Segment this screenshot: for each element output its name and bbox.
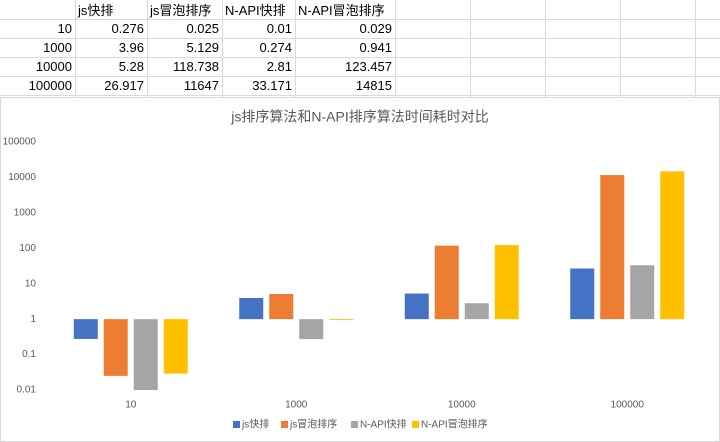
- header-cell: N-API冒泡排序: [298, 3, 385, 18]
- bar: [133, 319, 158, 390]
- cell: 118.738: [172, 59, 219, 74]
- legend-label: N-API快排: [360, 418, 407, 431]
- cell: 5.28: [118, 59, 144, 74]
- empty-cell: [0, 0, 75, 19]
- bar: [73, 319, 98, 339]
- y-tick-label: 0.01: [17, 385, 37, 396]
- cell: 0.276: [111, 21, 144, 36]
- x-tick-label: 10: [125, 400, 137, 411]
- bar: [660, 171, 685, 320]
- legend-label: js快排: [241, 418, 269, 431]
- table-row: 10 0.276 0.025 0.01 0.029: [0, 19, 395, 38]
- table-row: js快排 js冒泡排序 N-API快排 N-API冒泡排序: [0, 0, 395, 19]
- y-tick-label: 10: [25, 278, 37, 289]
- bar: [404, 293, 429, 320]
- header-cell: js快排: [78, 3, 114, 18]
- y-tick-label: 1000: [14, 207, 37, 218]
- bar: [163, 319, 188, 374]
- bar: [269, 293, 294, 320]
- cell: 14815: [355, 78, 392, 93]
- cell: 3.96: [118, 40, 144, 55]
- y-tick-label: 100000: [3, 137, 37, 148]
- cell: 2.81: [266, 59, 292, 74]
- data-table: js快排 js冒泡排序 N-API快排 N-API冒泡排序 10 0.276 0.025 0.…: [0, 0, 395, 95]
- legend-label: N-API冒泡排序: [421, 418, 488, 431]
- sheet-grid: [0, 0, 720, 97]
- bar: [239, 297, 264, 320]
- x-tick-label: 1000: [285, 400, 308, 411]
- table-row: 10000 5.28 118.738 2.81 123.457: [0, 57, 395, 76]
- chart: js排序算法和N-API排序算法时间耗时对比 0.01 0.1 1 10 100 1000…: [0, 97, 720, 442]
- y-tick-label: 1: [30, 314, 36, 325]
- legend-swatch: [351, 421, 358, 428]
- bar: [299, 319, 324, 340]
- cell: 10000: [35, 59, 72, 74]
- table-row: 100000 26.917 11647 33.171 14815: [0, 76, 395, 95]
- legend-swatch: [281, 421, 288, 428]
- cell: 10: [57, 21, 72, 36]
- bar: [630, 265, 655, 320]
- cell: 0.274: [259, 40, 292, 55]
- bar: [434, 245, 459, 320]
- x-tick-label: 100000: [611, 400, 645, 411]
- chart-area: [0, 97, 720, 442]
- cell: 0.029: [359, 21, 392, 36]
- cell: 26.917: [104, 78, 144, 93]
- cell: 0.01: [266, 21, 292, 36]
- bar: [494, 245, 519, 320]
- bar: [103, 319, 128, 376]
- bar: [600, 175, 625, 320]
- chart-title: js排序算法和N-API排序算法时间耗时对比: [230, 109, 488, 125]
- table-row: 1000 3.96 5.129 0.274 0.941: [0, 38, 395, 57]
- y-tick-label: 10000: [8, 172, 36, 183]
- cell: 0.025: [186, 21, 219, 36]
- y-tick-label: 0.1: [22, 349, 36, 360]
- cell: 100000: [28, 78, 72, 93]
- cell: 0.941: [359, 40, 392, 55]
- cell: 11647: [183, 78, 219, 93]
- cell: 1000: [43, 40, 72, 55]
- header-cell: js冒泡排序: [150, 3, 212, 18]
- bar: [570, 268, 595, 320]
- cell: 123.457: [345, 59, 392, 74]
- cell: 33.171: [252, 78, 292, 93]
- x-tick-label: 10000: [448, 400, 476, 411]
- header-cell: N-API快排: [225, 3, 286, 18]
- y-tick-label: 100: [19, 243, 36, 254]
- bar: [329, 319, 354, 321]
- bar: [464, 303, 489, 320]
- cell: 5.129: [186, 40, 219, 55]
- legend-swatch: [233, 421, 240, 428]
- legend-swatch: [412, 421, 419, 428]
- legend-label: js冒泡排序: [289, 418, 337, 431]
